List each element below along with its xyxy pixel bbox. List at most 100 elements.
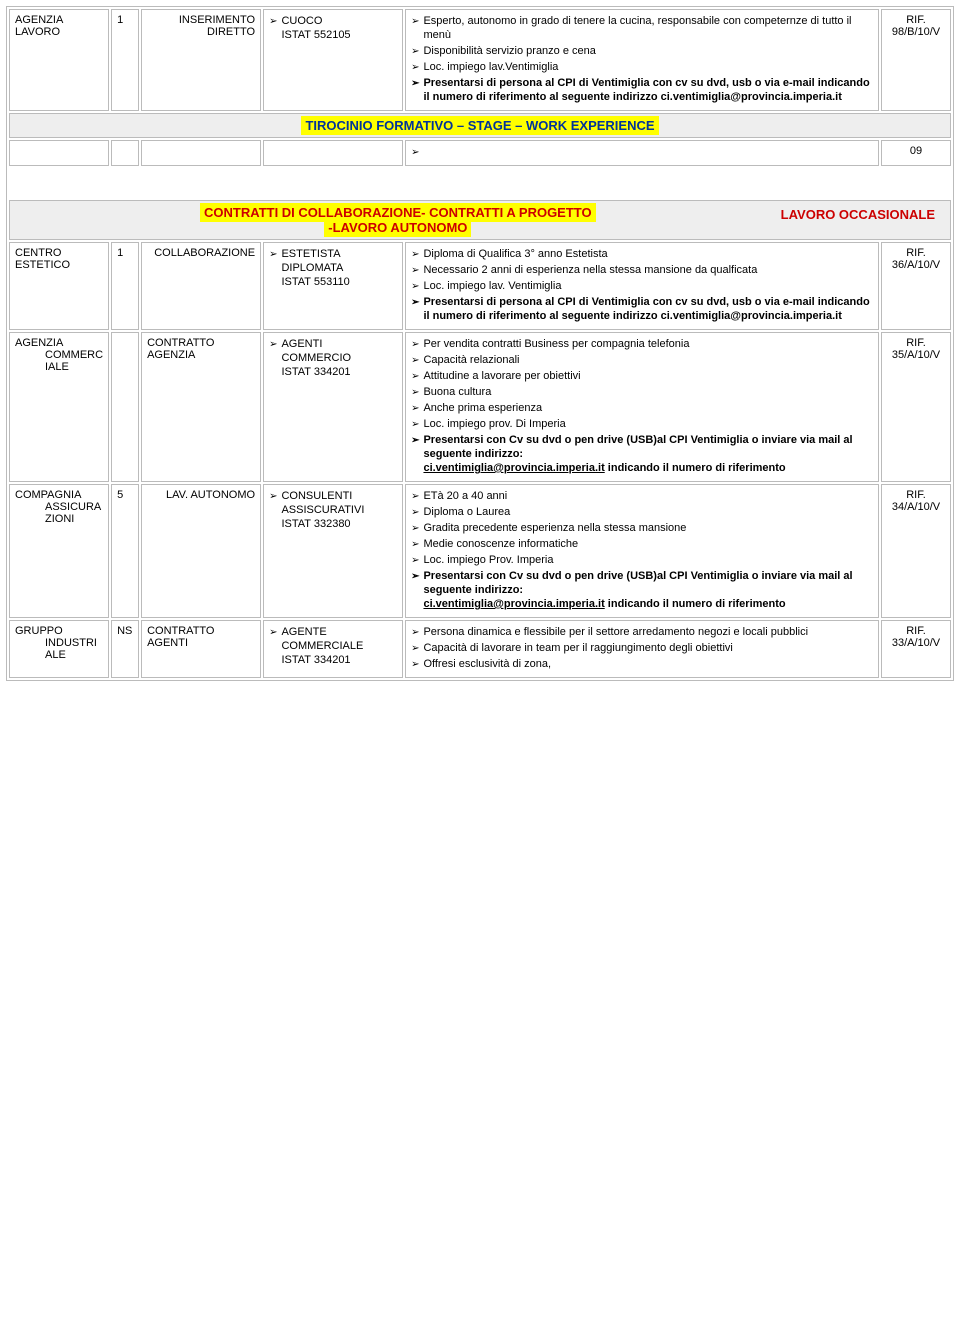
arrow-icon: ➢: [411, 248, 419, 262]
job-cell: ➢ CUOCO ISTAT 552105: [263, 9, 403, 111]
arrow-icon: ➢: [411, 386, 419, 400]
arrow-icon: ➢: [411, 418, 419, 432]
desc-text: indicando il numero di riferimento: [605, 598, 786, 610]
job-cell: ➢ ESTETISTA DIPLOMATA ISTAT 553110: [263, 242, 403, 330]
desc-line: Presentarsi con Cv su dvd o pen drive (U…: [423, 569, 873, 611]
arrow-icon: ➢: [411, 490, 419, 504]
ref-cell: RIF. 35/A/10/V: [881, 332, 951, 482]
contract-cell: [141, 140, 261, 166]
table-row: COMPAGNIA ASSICURA ZIONI 5 LAV. AUTONOMO…: [9, 484, 951, 618]
spacer-row: [9, 168, 951, 198]
desc-cell: ➢: [405, 140, 879, 166]
table-row: GRUPPO INDUSTRI ALE NS CONTRATTO AGENTI …: [9, 620, 951, 678]
arrow-icon: ➢: [411, 45, 419, 59]
arrow-icon: ➢: [269, 490, 277, 504]
job-cell: [263, 140, 403, 166]
desc-text: indicando il numero di riferimento: [605, 462, 786, 474]
ref-code: 35/A/10/V: [892, 349, 940, 361]
arrow-icon: ➢: [411, 522, 419, 536]
desc-line: Presentarsi di persona al CPI di Ventimi…: [423, 76, 873, 104]
entity-cell: COMPAGNIA ASSICURA ZIONI: [9, 484, 109, 618]
job-line: COMMERCIO: [281, 352, 351, 364]
ref-cell: RIF. 98/B/10/V: [881, 9, 951, 111]
desc-line: Loc. impiego prov. Di Imperia: [423, 417, 873, 431]
qty-cell: [111, 332, 139, 482]
arrow-icon: ➢: [411, 264, 419, 278]
entity-cell: AGENZIA LAVORO: [9, 9, 109, 111]
entity-main: AGENZIA: [15, 337, 103, 349]
desc-cell: ➢Diploma di Qualifica 3° anno Estetista …: [405, 242, 879, 330]
ref-cell: RIF. 33/A/10/V: [881, 620, 951, 678]
arrow-icon: ➢: [411, 296, 419, 310]
qty-cell: 5: [111, 484, 139, 618]
entity-cell: [9, 140, 109, 166]
entity-cell: CENTRO ESTETICO: [9, 242, 109, 330]
entity-sub: INDUSTRI: [15, 637, 103, 649]
arrow-icon: ➢: [269, 15, 277, 29]
entity-main: GRUPPO: [15, 625, 103, 637]
job-line: ISTAT 553110: [281, 276, 349, 288]
email-link[interactable]: ci.ventimiglia@provincia.imperia.it: [423, 598, 604, 610]
desc-line: Diploma di Qualifica 3° anno Estetista: [423, 247, 873, 261]
email-link[interactable]: ci.ventimiglia@provincia.imperia.it: [423, 462, 604, 474]
desc-line: Persona dinamica e flessibile per il set…: [423, 625, 873, 639]
section-right: LAVORO OCCASIONALE: [781, 207, 935, 222]
ref-code: 36/A/10/V: [892, 259, 940, 271]
section-header: CONTRATTI DI COLLABORAZIONE- CONTRATTI A…: [9, 200, 951, 240]
qty-cell: [111, 140, 139, 166]
arrow-icon: ➢: [411, 370, 419, 384]
job-cell: ➢ AGENTI COMMERCIO ISTAT 334201: [263, 332, 403, 482]
section-title: -LAVORO AUTONOMO: [324, 218, 471, 237]
contract-cell: COLLABORAZIONE: [141, 242, 261, 330]
entity-sub: COMMERC: [15, 349, 103, 361]
desc-line: Loc. impiego lav. Ventimiglia: [423, 279, 873, 293]
ref-label: RIF.: [906, 247, 926, 259]
qty-cell: 1: [111, 242, 139, 330]
arrow-icon: ➢: [411, 626, 419, 640]
job-line: COMMERCIALE: [281, 640, 363, 652]
section-title: TIROCINIO FORMATIVO – STAGE – WORK EXPER…: [301, 116, 658, 135]
desc-line: Capacità di lavorare in team per il ragg…: [423, 641, 873, 655]
ref-cell: 09: [881, 140, 951, 166]
arrow-icon: ➢: [411, 338, 419, 352]
job-line: CUOCO: [281, 15, 322, 27]
desc-line: Presentarsi di persona al CPI di Ventimi…: [423, 295, 873, 323]
arrow-icon: ➢: [411, 658, 419, 672]
contract-line: INSERIMENTO: [179, 14, 255, 26]
contract-cell: CONTRATTO AGENTI: [141, 620, 261, 678]
ref-code: 98/B/10/V: [892, 26, 940, 38]
desc-line: Gradita precedente esperienza nella stes…: [423, 521, 873, 535]
table-row: ➢ 09: [9, 140, 951, 166]
ref-cell: RIF. 36/A/10/V: [881, 242, 951, 330]
arrow-icon: ➢: [411, 506, 419, 520]
desc-line: Offresi esclusività di zona,: [423, 657, 873, 671]
entity-sub: IALE: [15, 361, 103, 373]
ref-code: 33/A/10/V: [892, 637, 940, 649]
job-line: ISTAT 332380: [281, 518, 350, 530]
contract-cell: LAV. AUTONOMO: [141, 484, 261, 618]
desc-line: ETà 20 a 40 anni: [423, 489, 873, 503]
entity-cell: AGENZIA COMMERC IALE: [9, 332, 109, 482]
entity-main: AGENZIA LAVORO: [15, 14, 63, 38]
entity-sub: ASSICURA: [15, 501, 103, 513]
arrow-icon: ➢: [411, 61, 419, 75]
desc-line: Esperto, autonomo in grado di tenere la …: [423, 14, 873, 42]
job-line: ISTAT 334201: [281, 366, 350, 378]
desc-cell: ➢ETà 20 a 40 anni ➢Diploma o Laurea ➢Gra…: [405, 484, 879, 618]
desc-line: Capacità relazionali: [423, 353, 873, 367]
table-row: CENTRO ESTETICO 1 COLLABORAZIONE ➢ ESTET…: [9, 242, 951, 330]
desc-line: Medie conoscenze informatiche: [423, 537, 873, 551]
entity-cell: GRUPPO INDUSTRI ALE: [9, 620, 109, 678]
job-line: ESTETISTA: [281, 248, 340, 260]
desc-line: Loc. impiego lav.Ventimiglia: [423, 60, 873, 74]
job-cell: ➢ AGENTE COMMERCIALE ISTAT 334201: [263, 620, 403, 678]
jobs-table: AGENZIA LAVORO 1 INSERIMENTO DIRETTO ➢ C…: [6, 6, 954, 681]
table-row: AGENZIA LAVORO 1 INSERIMENTO DIRETTO ➢ C…: [9, 9, 951, 111]
arrow-icon: ➢: [411, 570, 419, 584]
table-row: AGENZIA COMMERC IALE CONTRATTO AGENZIA ➢…: [9, 332, 951, 482]
qty-cell: NS: [111, 620, 139, 678]
desc-text: Presentarsi con Cv su dvd o pen drive (U…: [423, 570, 852, 596]
ref-cell: RIF. 34/A/10/V: [881, 484, 951, 618]
desc-line: Disponibilità servizio pranzo e cena: [423, 44, 873, 58]
ref-label: RIF.: [906, 489, 926, 501]
